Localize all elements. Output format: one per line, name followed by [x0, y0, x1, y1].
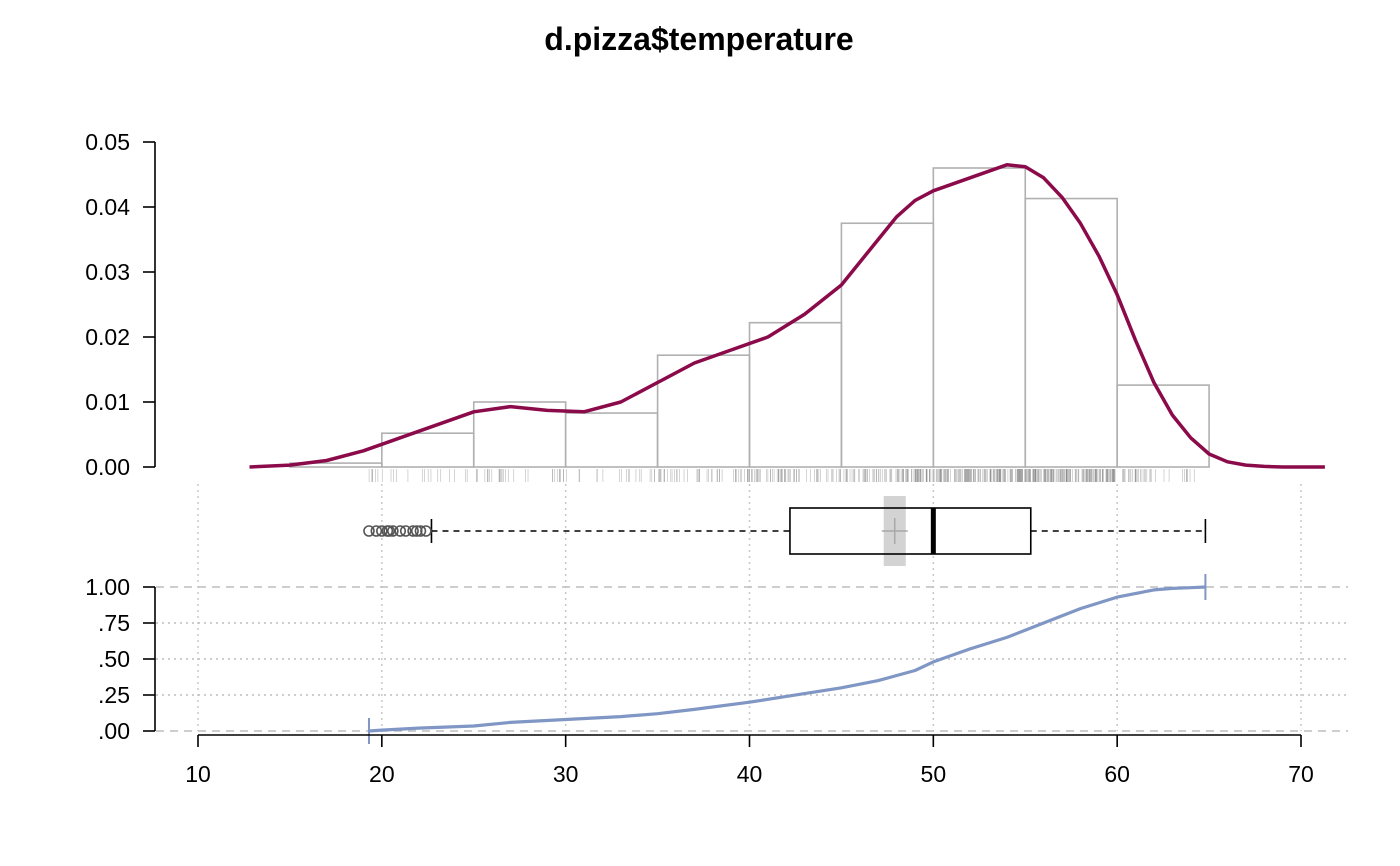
outlier-point — [420, 525, 432, 537]
outlier-point — [399, 525, 412, 537]
ecdf-y-tick-label: .25 — [98, 682, 130, 708]
x-tick-label: 10 — [185, 761, 211, 787]
ecdf-y-tick-label: .75 — [98, 610, 130, 636]
density-y-tick-label: 0.04 — [85, 194, 130, 220]
density-y-tick-label: 0.05 — [85, 129, 130, 155]
density-y-tick-label: 0.00 — [85, 454, 130, 480]
outlier-point — [410, 525, 423, 537]
x-tick-label: 50 — [921, 761, 947, 787]
density-curve — [249, 163, 1325, 469]
ecdf-y-tick-label: .00 — [98, 718, 130, 744]
axes-layer: 0.00 0.01 0.02 0.03 0.04 0.05 .00 .25 .50 .75 1.00… — [85, 129, 1314, 787]
ecdf-line — [368, 585, 1206, 733]
outlier-point — [387, 525, 399, 537]
ecdf-y-tick-label: .50 — [98, 646, 130, 672]
histogram-bar — [748, 321, 843, 468]
histogram-bar — [932, 167, 1027, 468]
density-y-tick-label: 0.01 — [85, 389, 130, 415]
outlier-point — [414, 525, 427, 537]
interquartile-box — [789, 507, 1032, 555]
outlier-point — [363, 525, 375, 537]
ecdf-layer — [367, 574, 1207, 744]
density-layer — [249, 163, 1325, 469]
histogram-layer — [289, 167, 1210, 468]
histogram-bar — [1024, 197, 1118, 468]
outlier-point — [394, 525, 407, 537]
outlier-point — [370, 525, 383, 537]
histogram-bar — [656, 354, 751, 468]
outlier-point — [407, 525, 419, 537]
boxplot-layer — [363, 496, 1207, 566]
x-tick-label: 60 — [1104, 761, 1130, 787]
outlier-point — [383, 525, 395, 537]
outlier-point — [376, 525, 388, 537]
density-y-tick-label: 0.03 — [85, 259, 130, 285]
x-tick-label: 30 — [553, 761, 579, 787]
x-tick-label: 40 — [737, 761, 763, 787]
x-tick-label: 20 — [369, 761, 395, 787]
ecdf-y-tick-label: 1.00 — [85, 574, 130, 600]
x-tick-label: 70 — [1288, 761, 1314, 787]
grid-layer — [156, 484, 1348, 732]
histogram-bar — [1116, 384, 1210, 468]
rug-layer — [368, 469, 1195, 482]
histogram-bar — [840, 222, 935, 468]
histogram-bar — [564, 412, 659, 468]
density-y-tick-label: 0.02 — [85, 324, 130, 350]
chart-title: d.pizza$temperature — [544, 21, 853, 57]
